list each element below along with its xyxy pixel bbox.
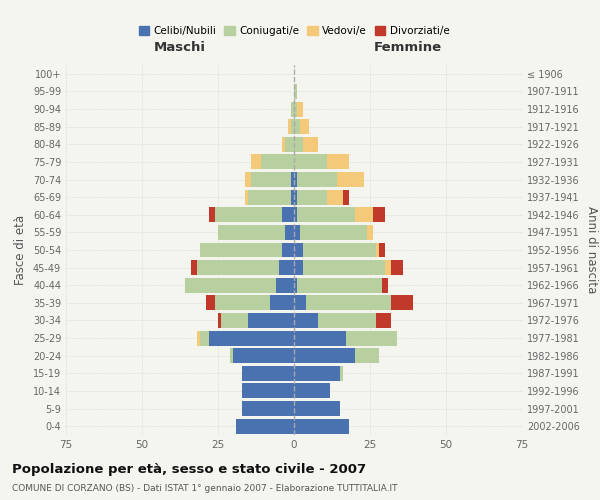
Bar [337, 172, 364, 187]
Bar [297, 278, 382, 292]
Bar [297, 208, 355, 222]
Bar [373, 208, 385, 222]
Bar [376, 313, 391, 328]
Text: Femmine: Femmine [374, 42, 442, 54]
Y-axis label: Anni di nascita: Anni di nascita [585, 206, 598, 294]
Bar [294, 418, 349, 434]
Bar [391, 260, 403, 275]
Bar [294, 313, 319, 328]
Bar [294, 137, 303, 152]
Bar [221, 313, 248, 328]
Bar [282, 242, 294, 258]
Bar [294, 190, 297, 204]
Bar [230, 348, 233, 363]
Text: COMUNE DI CORZANO (BS) - Dati ISTAT 1° gennaio 2007 - Elaborazione TUTTITALIA.IT: COMUNE DI CORZANO (BS) - Dati ISTAT 1° g… [12, 484, 398, 493]
Bar [242, 384, 294, 398]
Bar [285, 225, 294, 240]
Bar [379, 242, 385, 258]
Bar [245, 172, 251, 187]
Bar [294, 348, 355, 363]
Bar [328, 154, 349, 170]
Bar [294, 172, 297, 187]
Bar [269, 296, 294, 310]
Bar [294, 296, 306, 310]
Bar [294, 401, 340, 416]
Bar [294, 84, 297, 99]
Bar [291, 102, 294, 116]
Bar [376, 242, 379, 258]
Bar [297, 102, 303, 116]
Bar [282, 208, 294, 222]
Bar [385, 260, 391, 275]
Bar [279, 260, 294, 275]
Bar [343, 190, 349, 204]
Bar [245, 190, 248, 204]
Bar [355, 208, 373, 222]
Bar [294, 208, 297, 222]
Bar [294, 119, 300, 134]
Bar [328, 190, 343, 204]
Bar [206, 296, 215, 310]
Bar [209, 208, 215, 222]
Text: Maschi: Maschi [154, 42, 206, 54]
Bar [200, 330, 209, 345]
Bar [209, 330, 294, 345]
Bar [288, 119, 291, 134]
Bar [285, 137, 294, 152]
Legend: Celibi/Nubili, Coniugati/e, Vedovi/e, Divorziati/e: Celibi/Nubili, Coniugati/e, Vedovi/e, Di… [134, 22, 454, 40]
Bar [248, 313, 294, 328]
Bar [197, 330, 200, 345]
Bar [346, 330, 397, 345]
Y-axis label: Fasce di età: Fasce di età [14, 215, 27, 285]
Bar [251, 172, 291, 187]
Bar [367, 225, 373, 240]
Bar [260, 154, 294, 170]
Bar [297, 172, 337, 187]
Bar [303, 137, 319, 152]
Bar [303, 260, 385, 275]
Bar [294, 102, 297, 116]
Text: Popolazione per età, sesso e stato civile - 2007: Popolazione per età, sesso e stato civil… [12, 462, 366, 475]
Bar [294, 154, 328, 170]
Bar [297, 190, 328, 204]
Bar [300, 119, 309, 134]
Bar [340, 366, 343, 381]
Bar [294, 278, 297, 292]
Bar [218, 313, 221, 328]
Bar [306, 296, 391, 310]
Bar [185, 278, 276, 292]
Bar [391, 296, 413, 310]
Bar [294, 366, 340, 381]
Bar [242, 366, 294, 381]
Bar [300, 225, 367, 240]
Bar [197, 260, 279, 275]
Bar [200, 242, 282, 258]
Bar [215, 296, 269, 310]
Bar [233, 348, 294, 363]
Bar [303, 242, 376, 258]
Bar [291, 172, 294, 187]
Bar [242, 401, 294, 416]
Bar [294, 330, 346, 345]
Bar [319, 313, 376, 328]
Bar [215, 208, 282, 222]
Bar [294, 384, 331, 398]
Bar [294, 225, 300, 240]
Bar [282, 137, 285, 152]
Bar [251, 154, 260, 170]
Bar [294, 242, 303, 258]
Bar [191, 260, 197, 275]
Bar [382, 278, 388, 292]
Bar [291, 119, 294, 134]
Bar [248, 190, 291, 204]
Bar [294, 260, 303, 275]
Bar [291, 190, 294, 204]
Bar [355, 348, 379, 363]
Bar [236, 418, 294, 434]
Bar [276, 278, 294, 292]
Bar [218, 225, 285, 240]
